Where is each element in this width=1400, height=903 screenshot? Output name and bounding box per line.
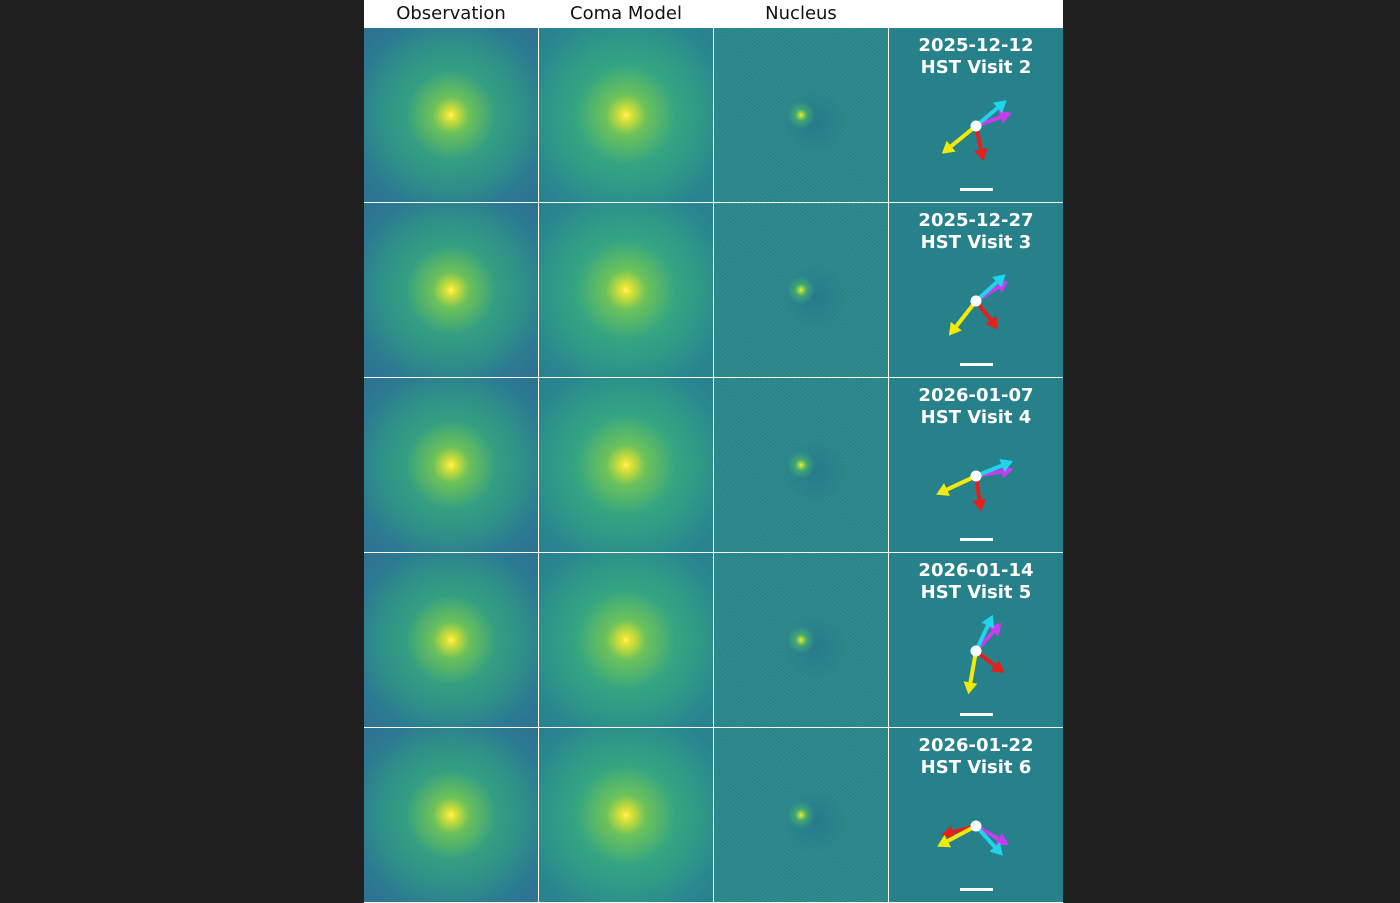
column-title-coma-model: Coma Model <box>570 3 682 24</box>
direction-arrows <box>936 459 1014 512</box>
coma-model-image <box>539 728 713 902</box>
direction-arrows <box>937 820 1009 856</box>
cyan-arrow-head <box>992 274 1006 288</box>
nucleus-image <box>714 728 888 902</box>
magenta-arrow-head <box>998 110 1012 124</box>
observation-image <box>364 553 538 727</box>
visit-info-panel: 2025-12-27 HST Visit 3 <box>889 203 1063 377</box>
observation-image <box>364 203 538 377</box>
visit-date: 2025-12-12 <box>918 35 1034 56</box>
direction-arrows <box>963 614 1005 695</box>
nucleus-image <box>714 553 888 727</box>
visit-date: 2026-01-14 <box>918 560 1034 581</box>
nucleus-image <box>714 28 888 202</box>
direction-arrows <box>948 274 1009 336</box>
nucleus-position-dot <box>970 820 982 832</box>
visit-date: 2025-12-27 <box>918 210 1034 231</box>
visit-label: HST Visit 2 <box>920 57 1032 78</box>
comet-figure: Observation Coma Model Nucleus 2025-12-1… <box>364 0 1063 903</box>
nucleus-image <box>714 203 888 377</box>
yellow-arrow-head <box>941 140 956 154</box>
nucleus-image <box>714 378 888 552</box>
column-title-nucleus: Nucleus <box>765 3 837 24</box>
visit-row: 2026-01-07 HST Visit 4 <box>364 378 1063 552</box>
scale-bar <box>960 188 993 191</box>
coma-model-image <box>539 378 713 552</box>
nucleus-position-dot <box>970 470 982 482</box>
image-grid: 2025-12-12 HST Visit 2 2025-12-27 HST Vi… <box>364 28 1063 903</box>
visit-label: HST Visit 5 <box>920 582 1032 603</box>
red-arrow-head <box>990 660 1005 674</box>
column-title-observation: Observation <box>396 3 506 24</box>
visit-label: HST Visit 6 <box>920 757 1032 778</box>
cyan-arrow-head <box>992 100 1007 114</box>
cyan-arrow-head <box>999 459 1014 473</box>
nucleus-position-dot <box>970 295 982 307</box>
yellow-arrow-head <box>936 483 950 496</box>
red-arrow-head <box>972 498 987 512</box>
red-arrow-head <box>985 315 999 330</box>
yellow-arrow-head <box>948 321 962 336</box>
cyan-arrow-head <box>989 842 1003 856</box>
coma-model-image <box>539 28 713 202</box>
coma-model-image <box>539 203 713 377</box>
visit-date: 2026-01-07 <box>918 385 1034 406</box>
scale-bar <box>960 363 993 366</box>
cyan-arrow-head <box>981 614 995 629</box>
magenta-arrow-head <box>995 832 1009 846</box>
scale-bar <box>960 888 993 891</box>
scale-bar <box>960 713 993 716</box>
visit-info-panel: 2026-01-22 HST Visit 6 <box>889 728 1063 902</box>
scale-bar <box>960 538 993 541</box>
visit-date: 2026-01-22 <box>918 735 1034 756</box>
coma-model-image <box>539 553 713 727</box>
visit-info-panel: 2026-01-07 HST Visit 4 <box>889 378 1063 552</box>
visit-row: 2026-01-22 HST Visit 6 <box>364 728 1063 902</box>
observation-image <box>364 728 538 902</box>
visit-row: 2025-12-12 HST Visit 2 <box>364 28 1063 202</box>
observation-image <box>364 28 538 202</box>
yellow-arrow-head <box>963 681 978 695</box>
observation-image <box>364 378 538 552</box>
nucleus-position-dot <box>970 120 982 132</box>
visit-row: 2026-01-14 HST Visit 5 <box>364 553 1063 727</box>
visit-label: HST Visit 3 <box>920 232 1032 253</box>
visit-info-panel: 2025-12-12 HST Visit 2 <box>889 28 1063 202</box>
red-arrow-head <box>974 148 988 162</box>
visit-label: HST Visit 4 <box>920 407 1032 428</box>
column-header: Observation Coma Model Nucleus <box>364 0 1063 28</box>
nucleus-position-dot <box>970 645 982 657</box>
yellow-arrow-head <box>937 834 952 848</box>
visit-info-panel: 2026-01-14 HST Visit 5 <box>889 553 1063 727</box>
visit-row: 2025-12-27 HST Visit 3 <box>364 203 1063 377</box>
direction-arrows <box>941 100 1012 162</box>
